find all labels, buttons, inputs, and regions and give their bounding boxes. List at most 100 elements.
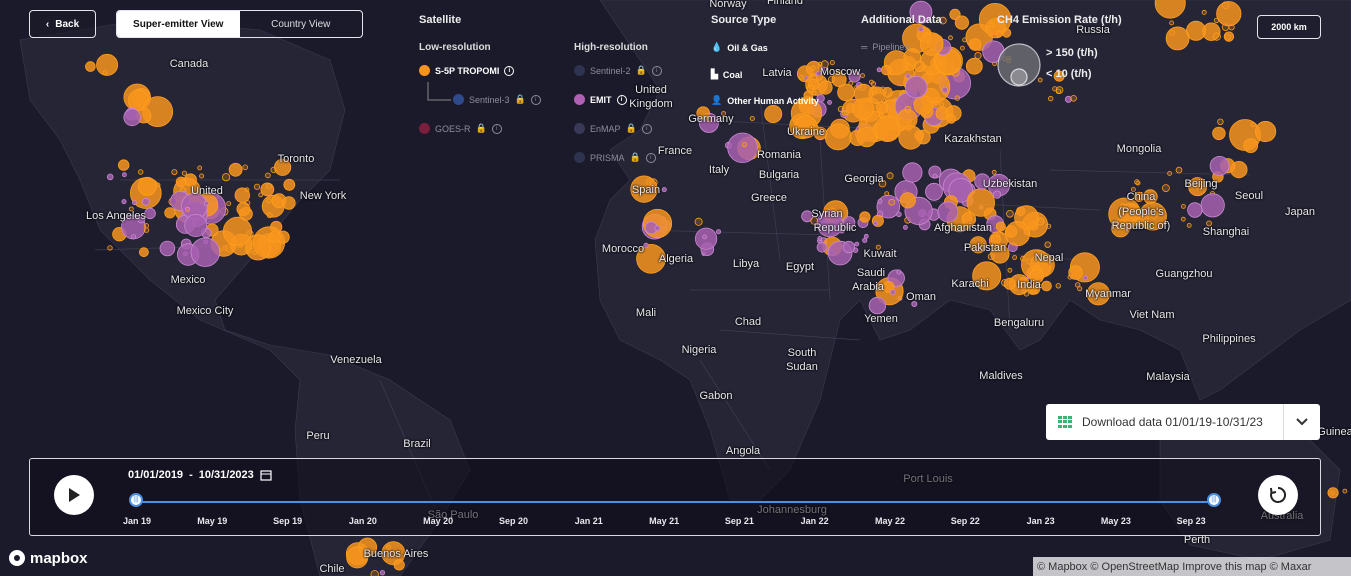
info-icon[interactable]: i (641, 123, 652, 134)
tropomi-emission-marker[interactable] (381, 541, 406, 566)
tropomi-emission-marker[interactable] (899, 192, 916, 209)
tropomi-emission-marker[interactable] (904, 105, 912, 113)
map-attribution[interactable]: © Mapbox © OpenStreetMap Improve this ma… (1033, 557, 1351, 576)
emit-emission-marker[interactable] (902, 162, 923, 183)
back-button[interactable]: ‹ Back (29, 10, 96, 38)
tropomi-emission-marker[interactable] (1327, 487, 1339, 499)
emit-emission-marker[interactable] (842, 240, 856, 254)
tropomi-emission-marker[interactable] (137, 176, 157, 196)
tropomi-emission-marker[interactable] (965, 57, 983, 75)
emit-emission-marker[interactable] (816, 242, 828, 253)
emit-emission-marker[interactable] (896, 269, 902, 275)
tropomi-emission-marker[interactable] (1047, 95, 1054, 102)
tropomi-emission-marker[interactable] (954, 95, 960, 101)
emit-emission-marker[interactable] (643, 242, 649, 249)
tropomi-emission-marker[interactable] (1028, 285, 1038, 295)
tropomi-emission-marker[interactable] (1077, 286, 1083, 292)
emit-emission-marker[interactable] (816, 94, 825, 103)
tropomi-emission-marker[interactable] (1074, 282, 1081, 288)
tropomi-emission-marker[interactable] (1181, 203, 1186, 209)
emit-emission-marker[interactable] (121, 199, 127, 205)
tropomi-emission-marker[interactable] (185, 206, 191, 212)
tropomi-emission-marker[interactable] (991, 169, 997, 175)
tropomi-emission-marker[interactable] (1213, 17, 1220, 24)
tropomi-emission-marker[interactable] (1001, 28, 1012, 38)
tropomi-emission-marker[interactable] (630, 175, 658, 203)
tropomi-emission-marker[interactable] (1003, 277, 1016, 290)
tropomi-emission-marker[interactable] (1023, 290, 1030, 297)
tropomi-emission-marker[interactable] (860, 73, 865, 78)
emit-emission-marker[interactable] (925, 182, 943, 201)
tropomi-emission-marker[interactable] (831, 72, 847, 88)
emit-emission-marker[interactable] (144, 207, 156, 220)
tropomi-emission-marker[interactable] (1255, 120, 1277, 143)
tropomi-emission-marker[interactable] (1206, 220, 1212, 227)
emit-emission-marker[interactable] (918, 26, 924, 32)
emit-emission-marker[interactable] (123, 108, 141, 127)
tropomi-emission-marker[interactable] (968, 38, 982, 51)
tropomi-emission-marker[interactable] (799, 74, 804, 80)
tropomi-emission-marker[interactable] (649, 178, 658, 187)
tropomi-emission-marker[interactable] (1037, 77, 1043, 83)
emit-emission-marker[interactable] (905, 75, 928, 99)
info-icon[interactable]: i (491, 123, 502, 134)
emit-emission-marker[interactable] (203, 200, 209, 206)
source-oil-gas[interactable]: 💧 Oil & Gas (711, 42, 768, 53)
emit-emission-marker[interactable] (1064, 95, 1072, 103)
tropomi-emission-marker[interactable] (966, 188, 996, 217)
emit-emission-marker[interactable] (379, 570, 386, 576)
tropomi-emission-marker[interactable] (226, 201, 232, 207)
tropomi-emission-marker[interactable] (102, 70, 108, 76)
tropomi-emission-marker[interactable] (1017, 277, 1029, 288)
tropomi-emission-marker[interactable] (1243, 138, 1259, 154)
emit-emission-marker[interactable] (1209, 155, 1230, 176)
tropomi-emission-marker[interactable] (881, 64, 892, 76)
emit-emission-marker[interactable] (801, 210, 813, 223)
emit-emission-marker[interactable] (654, 225, 661, 232)
tropomi-emission-marker[interactable] (878, 179, 887, 188)
tropomi-emission-marker[interactable] (859, 211, 871, 223)
tropomi-emission-marker[interactable] (1004, 221, 1031, 247)
emit-emission-marker[interactable] (909, 0, 933, 24)
info-icon[interactable]: i (645, 152, 656, 163)
tropomi-emission-marker[interactable] (869, 79, 874, 85)
emit-emission-marker[interactable] (137, 215, 146, 224)
tropomi-emission-marker[interactable] (960, 45, 965, 51)
tropomi-emission-marker[interactable] (706, 116, 713, 123)
emit-emission-marker[interactable] (863, 233, 869, 239)
emit-emission-marker[interactable] (1187, 202, 1203, 218)
emit-emission-marker[interactable] (941, 86, 949, 94)
emit-emission-marker[interactable] (1200, 193, 1225, 218)
tropomi-emission-marker[interactable] (810, 65, 816, 71)
tropomi-emission-marker[interactable] (1175, 166, 1183, 174)
tropomi-emission-marker[interactable] (939, 102, 945, 108)
source-other[interactable]: 👤 Other Human Activity (711, 95, 819, 106)
tropomi-emission-marker[interactable] (143, 227, 150, 233)
tropomi-emission-marker[interactable] (874, 115, 901, 142)
tropomi-emission-marker[interactable] (749, 116, 755, 122)
tropomi-emission-marker[interactable] (1154, 0, 1186, 19)
emit-emission-marker[interactable] (992, 190, 1002, 199)
tropomi-emission-marker[interactable] (1006, 210, 1014, 218)
tropomi-emission-marker[interactable] (199, 173, 205, 179)
emit-emission-marker[interactable] (727, 132, 758, 164)
emit-emission-marker[interactable] (903, 224, 908, 230)
tropomi-emission-marker[interactable] (1036, 217, 1045, 226)
tropomi-emission-marker[interactable] (1052, 86, 1058, 92)
legend-item-prisma[interactable]: PRISMA 🔒 i (574, 152, 656, 163)
emit-emission-marker[interactable] (854, 241, 860, 247)
emit-emission-marker[interactable] (873, 220, 878, 226)
tropomi-emission-marker[interactable] (242, 164, 249, 171)
tropomi-emission-marker[interactable] (903, 48, 922, 66)
tropomi-emission-marker[interactable] (283, 178, 296, 191)
tropomi-emission-marker[interactable] (1035, 258, 1041, 264)
emit-emission-marker[interactable] (159, 240, 176, 257)
emit-emission-marker[interactable] (106, 173, 114, 181)
tropomi-emission-marker[interactable] (117, 159, 130, 171)
tropomi-emission-marker[interactable] (1138, 202, 1167, 231)
emit-emission-marker[interactable] (905, 73, 911, 79)
tropomi-emission-marker[interactable] (1162, 184, 1170, 193)
tropomi-emission-marker[interactable] (933, 100, 939, 106)
tropomi-emission-marker[interactable] (1223, 31, 1235, 42)
mapbox-logo[interactable]: mapbox (8, 549, 88, 567)
